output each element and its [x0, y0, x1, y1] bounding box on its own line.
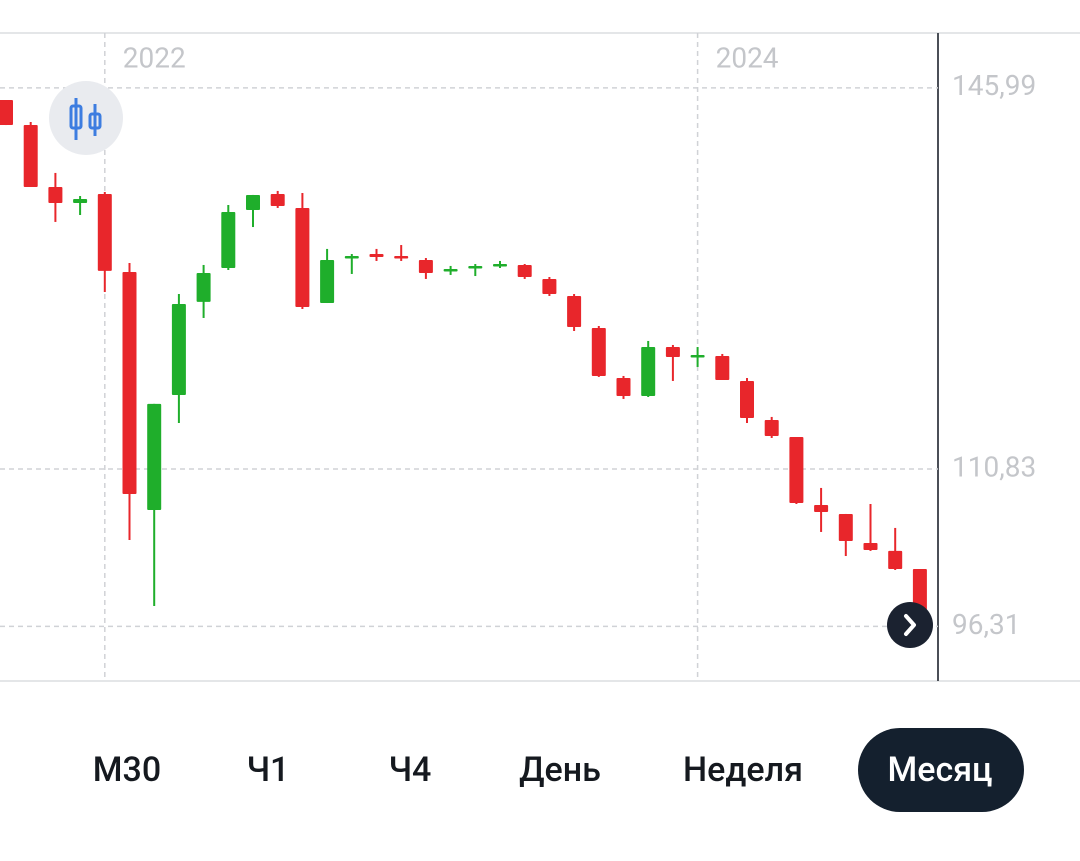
tab[interactable]: М30	[93, 750, 161, 790]
tab[interactable]: Неделя	[683, 750, 803, 790]
candle-body	[147, 403, 162, 510]
candle-body	[270, 193, 285, 207]
y-tick-label: 145,99	[952, 69, 1036, 102]
tab-selected-bg[interactable]	[858, 728, 1024, 812]
candle-icon	[69, 98, 102, 140]
candle-body	[789, 436, 804, 504]
candle-body	[542, 278, 557, 295]
candle-body	[320, 259, 335, 304]
candle-body	[221, 211, 236, 269]
candle-body	[567, 295, 582, 327]
tab-label[interactable]: М30	[93, 750, 161, 790]
candle-body	[690, 354, 705, 358]
candle-body	[641, 347, 656, 397]
button-bg[interactable]	[49, 81, 123, 155]
candle-body	[23, 125, 38, 188]
candle-body	[468, 265, 483, 269]
chart-type-button[interactable]	[49, 81, 123, 155]
tab-label[interactable]: Неделя	[683, 750, 803, 790]
scroll-to-end-button[interactable]	[887, 602, 933, 648]
tab[interactable]: День	[519, 750, 601, 790]
candle-body	[740, 380, 754, 419]
tab[interactable]: Ч4	[389, 750, 432, 790]
chevron-icon	[904, 614, 916, 636]
candle-body	[616, 378, 631, 397]
candle-body	[73, 198, 88, 203]
candle-body	[591, 327, 606, 376]
candle-body	[764, 419, 779, 437]
x-tick-label: 2024	[716, 41, 779, 74]
plot: 96,31 110,83 145,99 2022 2024	[0, 33, 1036, 681]
candle-body	[295, 207, 310, 308]
tab[interactable]: Ч1	[247, 750, 290, 790]
candle-body	[171, 303, 186, 395]
tab-label[interactable]: День	[519, 750, 601, 790]
candle-body	[418, 259, 433, 273]
y-tick-label: 110,83	[952, 450, 1036, 483]
candle-body	[814, 504, 829, 513]
candle-body	[97, 193, 112, 271]
candle-body	[344, 255, 359, 259]
candle-body	[888, 550, 903, 570]
timeframe-tabs: М30 Ч1 Ч4 День Неделя Месяц	[93, 728, 1024, 812]
tab-label[interactable]: Месяц	[888, 750, 993, 790]
candle-body	[715, 356, 730, 380]
candle-body	[48, 187, 63, 203]
tab[interactable]: Месяц	[858, 728, 1024, 812]
candle-body	[394, 255, 409, 259]
candle-body	[493, 263, 507, 267]
candle-body	[863, 543, 878, 550]
candle-body	[369, 254, 384, 257]
tab-label[interactable]: Ч4	[389, 750, 432, 790]
candle-body	[0, 99, 13, 126]
x-tick-label: 2022	[123, 41, 186, 74]
candle-body	[246, 194, 260, 211]
candle-body	[517, 264, 532, 278]
candle-body	[443, 268, 458, 272]
candle-body	[665, 347, 680, 357]
candle-body	[196, 272, 211, 302]
candle-body	[838, 513, 853, 541]
button-bg[interactable]	[887, 602, 933, 648]
tab-label[interactable]: Ч1	[247, 750, 290, 790]
y-tick-label: 96,31	[952, 608, 1020, 641]
candle-body	[122, 272, 137, 495]
candle-body	[912, 569, 927, 610]
